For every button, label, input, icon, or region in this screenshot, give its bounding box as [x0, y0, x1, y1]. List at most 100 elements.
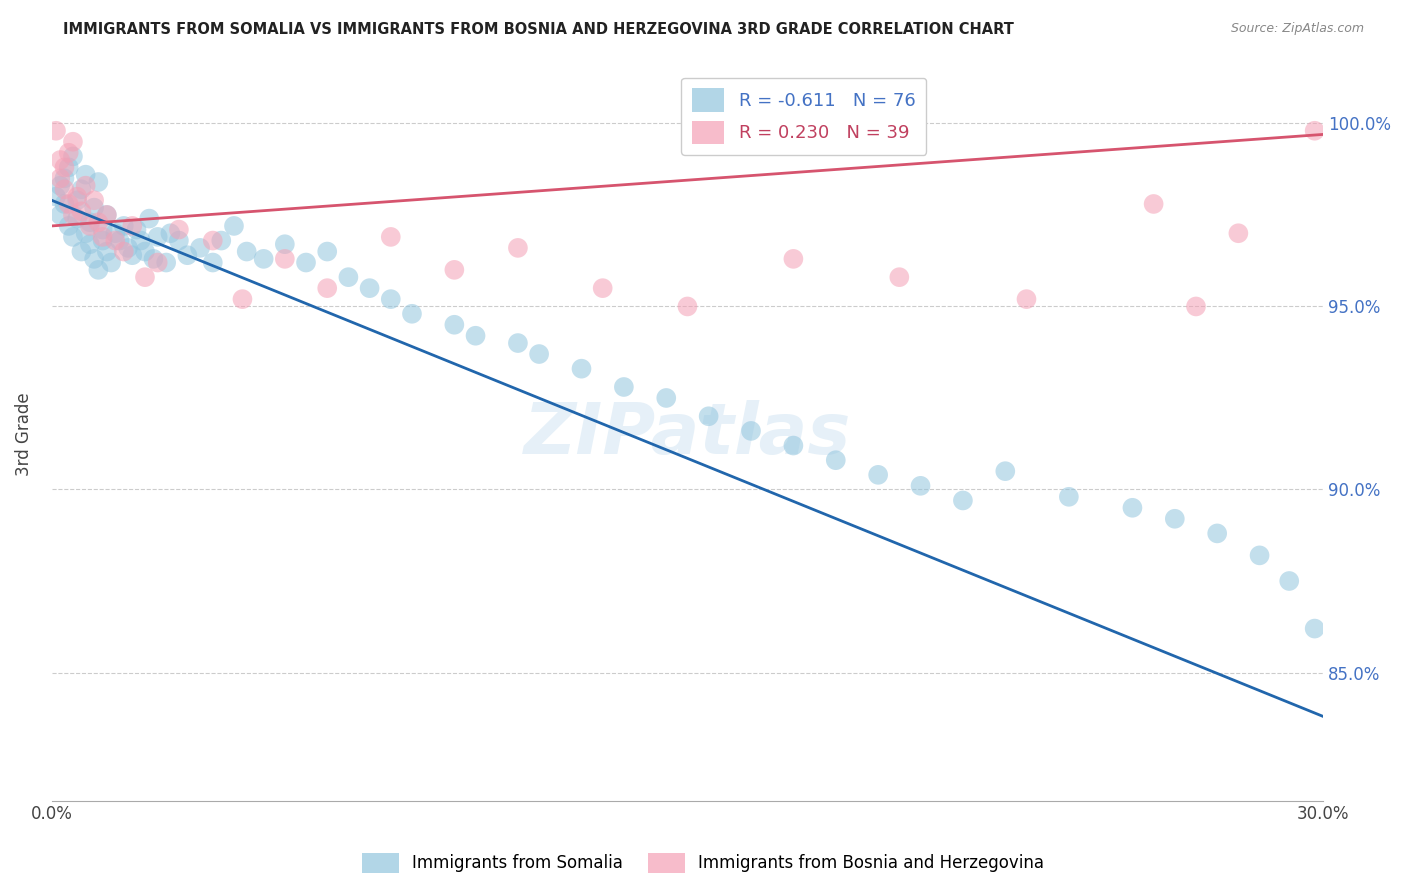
Point — [96, 244, 118, 259]
Y-axis label: 3rd Grade: 3rd Grade — [15, 392, 32, 476]
Point — [506, 336, 529, 351]
Point — [1249, 549, 1271, 563]
Point — [1206, 526, 1229, 541]
Point — [316, 281, 339, 295]
Point — [142, 252, 165, 266]
Point — [1164, 512, 1187, 526]
Point — [740, 424, 762, 438]
Point — [527, 347, 550, 361]
Point — [53, 171, 76, 186]
Point — [782, 252, 804, 266]
Point — [75, 226, 97, 240]
Text: ZIPatlas: ZIPatlas — [524, 401, 851, 469]
Point — [75, 178, 97, 193]
Point — [62, 230, 84, 244]
Point — [125, 222, 148, 236]
Point — [49, 178, 72, 193]
Point — [613, 380, 636, 394]
Point — [45, 124, 67, 138]
Point — [134, 270, 156, 285]
Point — [87, 263, 110, 277]
Point — [138, 211, 160, 226]
Point — [146, 255, 169, 269]
Point — [91, 222, 114, 236]
Point — [952, 493, 974, 508]
Point — [359, 281, 381, 295]
Point — [443, 263, 465, 277]
Point — [201, 234, 224, 248]
Point — [167, 234, 190, 248]
Point — [201, 255, 224, 269]
Point — [62, 149, 84, 163]
Point — [58, 197, 80, 211]
Point — [676, 300, 699, 314]
Point — [1142, 197, 1164, 211]
Point — [70, 182, 93, 196]
Point — [506, 241, 529, 255]
Point — [129, 234, 152, 248]
Point — [274, 252, 297, 266]
Point — [1121, 500, 1143, 515]
Point — [53, 161, 76, 175]
Point — [159, 226, 181, 240]
Point — [91, 234, 114, 248]
Point — [1303, 622, 1326, 636]
Point — [697, 409, 720, 424]
Point — [79, 219, 101, 233]
Point — [49, 208, 72, 222]
Point — [83, 194, 105, 208]
Point — [53, 182, 76, 196]
Point — [337, 270, 360, 285]
Point — [295, 255, 318, 269]
Point — [58, 145, 80, 160]
Point — [121, 248, 143, 262]
Point — [222, 219, 245, 233]
Point — [45, 189, 67, 203]
Point — [167, 222, 190, 236]
Point — [274, 237, 297, 252]
Point — [121, 219, 143, 233]
Point — [66, 211, 89, 226]
Point — [100, 255, 122, 269]
Point — [316, 244, 339, 259]
Point — [443, 318, 465, 332]
Point — [79, 237, 101, 252]
Text: Source: ZipAtlas.com: Source: ZipAtlas.com — [1230, 22, 1364, 36]
Point — [96, 208, 118, 222]
Point — [66, 189, 89, 203]
Point — [58, 161, 80, 175]
Point — [108, 234, 131, 248]
Point — [53, 197, 76, 211]
Point — [994, 464, 1017, 478]
Legend: R = -0.611   N = 76, R = 0.230   N = 39: R = -0.611 N = 76, R = 0.230 N = 39 — [681, 78, 927, 154]
Point — [464, 328, 486, 343]
Point — [571, 361, 593, 376]
Point — [75, 168, 97, 182]
Point — [66, 194, 89, 208]
Point — [62, 135, 84, 149]
Point — [49, 153, 72, 167]
Point — [1057, 490, 1080, 504]
Point — [868, 467, 890, 482]
Point — [380, 292, 402, 306]
Point — [104, 226, 127, 240]
Point — [70, 244, 93, 259]
Point — [146, 230, 169, 244]
Point — [1015, 292, 1038, 306]
Point — [188, 241, 211, 255]
Point — [62, 208, 84, 222]
Point — [96, 208, 118, 222]
Point — [253, 252, 276, 266]
Point — [87, 175, 110, 189]
Point — [112, 219, 135, 233]
Point — [824, 453, 846, 467]
Point — [401, 307, 423, 321]
Point — [104, 234, 127, 248]
Point — [1278, 574, 1301, 588]
Point — [1227, 226, 1250, 240]
Point — [592, 281, 614, 295]
Legend: Immigrants from Somalia, Immigrants from Bosnia and Herzegovina: Immigrants from Somalia, Immigrants from… — [356, 847, 1050, 880]
Point — [91, 230, 114, 244]
Point — [1303, 124, 1326, 138]
Point — [655, 391, 678, 405]
